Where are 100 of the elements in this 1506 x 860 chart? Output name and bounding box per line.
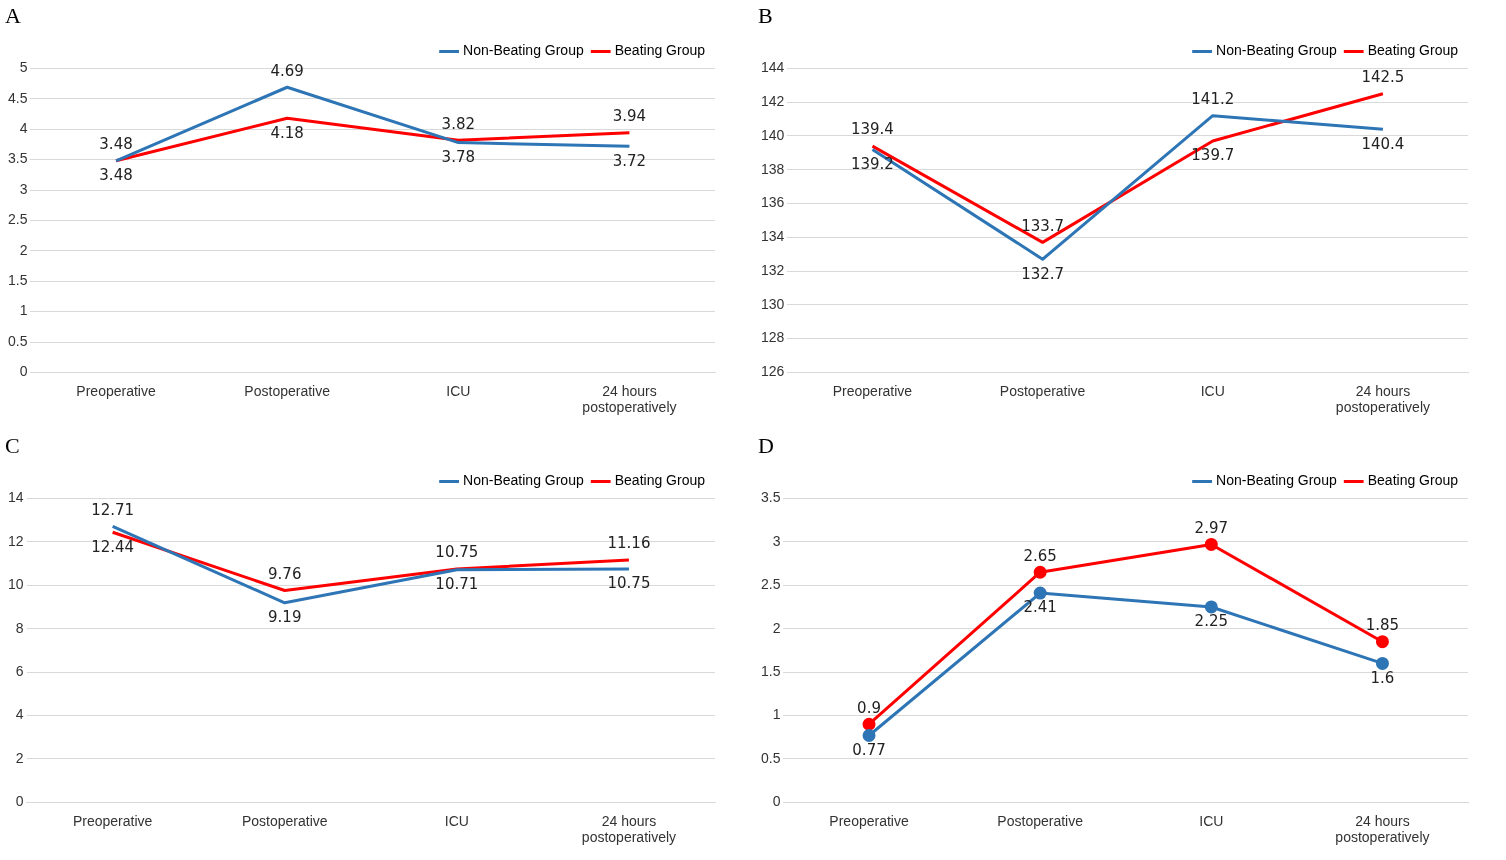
x-tick-label: 24 hours postoperatively [582, 382, 677, 416]
data-label: 2.25 [1194, 612, 1228, 631]
data-label: 140.4 [1361, 134, 1405, 153]
data-label: 10.75 [435, 543, 479, 562]
data-label: 2.65 [1023, 546, 1057, 565]
y-tick-label: 0 [772, 793, 781, 810]
y-tick-label: 136 [761, 194, 785, 211]
y-tick-label: 2 [19, 241, 28, 258]
data-label: 11.16 [607, 534, 651, 553]
y-tick-label: 138 [761, 160, 785, 177]
data-label: 139.2 [850, 154, 894, 173]
y-tick-label: 10 [7, 576, 24, 593]
y-tick-label: 132 [761, 261, 785, 278]
y-tick-label: 14 [7, 489, 24, 506]
data-label: 10.71 [435, 575, 479, 594]
y-tick-label: 1.5 [760, 662, 781, 679]
y-tick-label: 130 [761, 295, 785, 312]
point [1375, 635, 1389, 649]
y-tick-label: 4 [19, 120, 28, 137]
chart-title: D [758, 432, 774, 458]
legend-label: Non-Beating Group [463, 472, 584, 489]
data-label: 4.69 [270, 61, 304, 80]
point [862, 729, 876, 743]
y-tick-label: 0 [15, 793, 24, 810]
x-tick-label: ICU [446, 382, 471, 399]
x-tick-label: 24 hours postoperatively [1335, 382, 1431, 416]
y-tick-label: 0.5 [7, 332, 28, 349]
y-tick-label: 142 [761, 93, 785, 110]
x-tick-label: Postoperative [999, 382, 1086, 399]
chart-title: A [5, 2, 21, 28]
legend-label: Non-Beating Group [463, 42, 584, 59]
x-tick-label: Preoperative [72, 812, 153, 829]
data-label: 1.6 [1370, 668, 1395, 687]
data-label: 3.94 [612, 107, 647, 126]
y-tick-label: 126 [761, 363, 785, 380]
y-tick-label: 12 [7, 532, 24, 549]
y-tick-label: 134 [761, 228, 785, 245]
chart-title: C [5, 432, 20, 458]
data-label: 1.85 [1365, 616, 1400, 635]
legend-label: Beating Group [1367, 472, 1459, 489]
y-tick-label: 0 [19, 363, 28, 380]
x-tick-label: ICU [1200, 382, 1225, 399]
legend-label: Beating Group [614, 42, 706, 59]
x-tick-label: ICU [1199, 812, 1224, 829]
data-label: 12.71 [91, 500, 135, 519]
y-tick-label: 1 [19, 302, 28, 319]
y-tick-label: 140 [761, 126, 785, 143]
legend-label: Beating Group [614, 472, 706, 489]
chart-title: B [758, 2, 773, 28]
point [1033, 565, 1047, 579]
y-tick-label: 2 [772, 619, 781, 636]
x-tick-label: Postoperative [244, 382, 331, 399]
data-label: 139.4 [850, 120, 894, 139]
point [1204, 600, 1218, 614]
y-tick-label: 5 [19, 59, 28, 76]
data-label: 0.9 [857, 698, 881, 717]
y-tick-label: 0.5 [760, 749, 781, 766]
data-label: 3.82 [441, 114, 475, 133]
data-label: 9.76 [268, 564, 302, 583]
x-tick-label: Preoperative [832, 382, 913, 399]
data-label: 10.75 [607, 574, 651, 593]
data-label: 132.7 [1021, 264, 1065, 283]
data-label: 3.48 [99, 166, 133, 185]
y-tick-label: 6 [15, 662, 24, 679]
point [862, 717, 876, 731]
data-label: 3.48 [99, 135, 133, 154]
y-tick-label: 4 [15, 706, 24, 723]
y-tick-label: 3 [19, 180, 28, 197]
data-label: 9.19 [268, 608, 302, 627]
x-tick-label: Postoperative [997, 812, 1084, 829]
y-tick-label: 3.5 [7, 150, 28, 167]
y-tick-label: 2.5 [7, 211, 28, 228]
legend-label: Non-Beating Group [1216, 42, 1337, 59]
legend-label: Non-Beating Group [1216, 472, 1337, 489]
y-tick-label: 1 [772, 706, 781, 723]
y-tick-label: 2 [15, 749, 24, 766]
data-label: 12.44 [91, 537, 135, 556]
x-tick-label: 24 hours postoperatively [581, 812, 677, 846]
x-tick-label: 24 hours postoperatively [1335, 812, 1430, 846]
data-label: 2.97 [1194, 518, 1228, 537]
y-tick-label: 3 [772, 532, 781, 549]
y-tick-label: 144 [761, 59, 785, 76]
data-label: 2.41 [1023, 598, 1057, 617]
data-label: 3.78 [441, 147, 475, 166]
y-tick-label: 1.5 [7, 272, 28, 289]
x-tick-label: Postoperative [241, 812, 328, 829]
y-tick-label: 4.5 [7, 89, 28, 106]
point [1204, 537, 1218, 551]
y-tick-label: 3.5 [760, 489, 781, 506]
legend-label: Beating Group [1367, 42, 1459, 59]
x-tick-label: Preoperative [76, 382, 156, 399]
data-label: 139.7 [1191, 146, 1235, 165]
data-label: 133.7 [1021, 216, 1065, 235]
x-tick-label: Preoperative [829, 812, 909, 829]
data-label: 142.5 [1361, 68, 1405, 87]
x-tick-label: ICU [444, 812, 469, 829]
y-tick-label: 2.5 [760, 576, 781, 593]
point [1375, 656, 1389, 670]
data-label: 3.72 [612, 151, 647, 170]
data-label: 141.2 [1191, 90, 1235, 109]
